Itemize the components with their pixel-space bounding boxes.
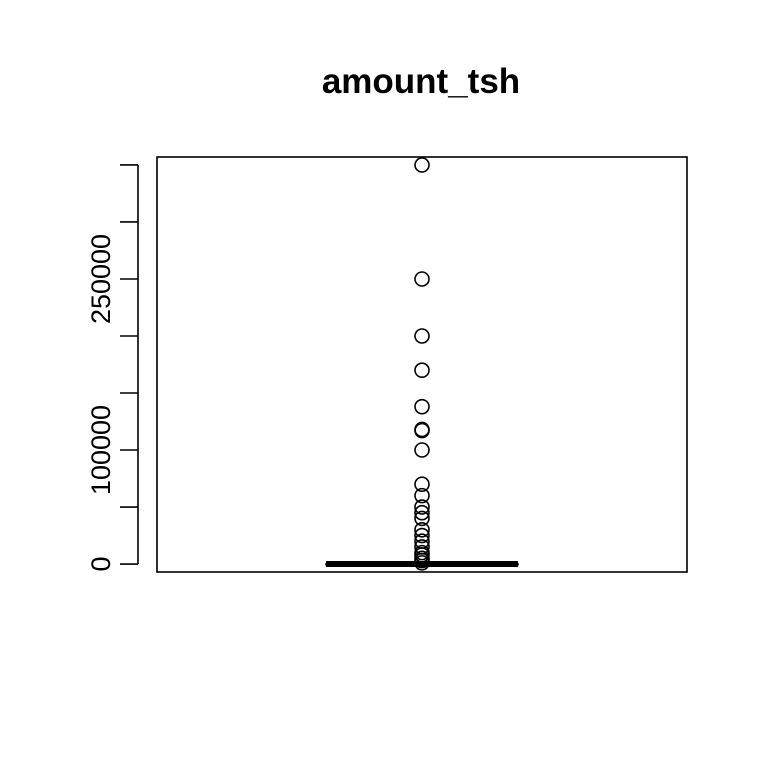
outlier-point [414, 527, 430, 544]
outlier-point [414, 487, 430, 504]
outlier-point [414, 422, 430, 439]
y-tick-label: 250000 [86, 234, 116, 324]
outlier-point [414, 442, 430, 458]
outlier-point [414, 271, 430, 287]
plot-frame [156, 156, 688, 573]
boxplot-marks [325, 157, 519, 571]
outlier-point [414, 510, 430, 527]
outlier-point [414, 522, 430, 538]
outlier-point [414, 499, 430, 515]
outlier-point [414, 398, 430, 415]
outlier-point [414, 504, 430, 521]
y-tick-label: 100000 [86, 405, 116, 495]
y-tick-label: 0 [86, 557, 116, 572]
outlier-point [414, 328, 430, 344]
outlier-point [414, 157, 430, 173]
outlier-point [414, 362, 430, 379]
chart-title: amount_tsh [322, 62, 520, 101]
outlier-point [414, 476, 430, 493]
y-axis-ticks: 0 100000 250000 [86, 164, 138, 572]
outlier-point [414, 555, 430, 571]
